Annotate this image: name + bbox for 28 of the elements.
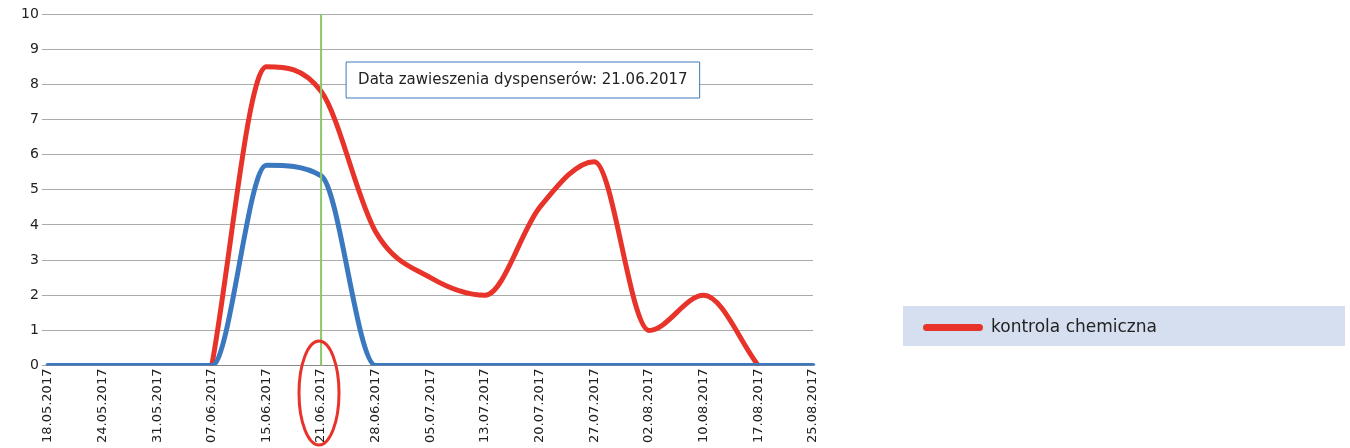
x-tick-label: 27.07.2017 bbox=[585, 368, 601, 443]
legend-label: kontrola chemiczna bbox=[990, 316, 1157, 336]
y-tick-label: 9 bbox=[29, 39, 39, 56]
x-tick-label: 21.06.2017 bbox=[312, 368, 328, 443]
y-tick-label: 1 bbox=[29, 321, 39, 338]
x-tick-label: 31.05.2017 bbox=[148, 368, 164, 443]
x-tick-label: 28.06.2017 bbox=[367, 368, 383, 443]
x-tick-label: 25.08.2017 bbox=[804, 368, 820, 443]
x-tick-label: 20.07.2017 bbox=[531, 368, 547, 443]
y-tick-label: 0 bbox=[29, 356, 39, 373]
y-tick-label: 4 bbox=[29, 215, 39, 232]
x-tick-label: 18.05.2017 bbox=[39, 368, 55, 443]
x-tick-label: 10.08.2017 bbox=[695, 368, 711, 443]
x-tick-label: 15.06.2017 bbox=[257, 368, 273, 443]
y-tick-label: 2 bbox=[29, 285, 39, 302]
ref-line-label: Data zawieszenia dyspenserów: 21.06.2017 bbox=[358, 69, 688, 88]
x-tick-label: 13.07.2017 bbox=[476, 368, 492, 443]
y-tick-label: 7 bbox=[29, 110, 39, 127]
y-tick-label: 8 bbox=[29, 74, 39, 91]
x-tick-label: 07.06.2017 bbox=[203, 368, 219, 443]
y-tick-label: 6 bbox=[29, 145, 39, 162]
x-tick-label: 17.08.2017 bbox=[749, 368, 765, 443]
y-tick-label: 3 bbox=[29, 250, 39, 267]
y-tick-label: 5 bbox=[29, 180, 39, 197]
x-tick-label: 24.05.2017 bbox=[93, 368, 109, 443]
x-tick-label: 02.08.2017 bbox=[640, 368, 656, 443]
y-tick-label: 10 bbox=[20, 4, 39, 21]
x-tick-label: 05.07.2017 bbox=[421, 368, 437, 443]
